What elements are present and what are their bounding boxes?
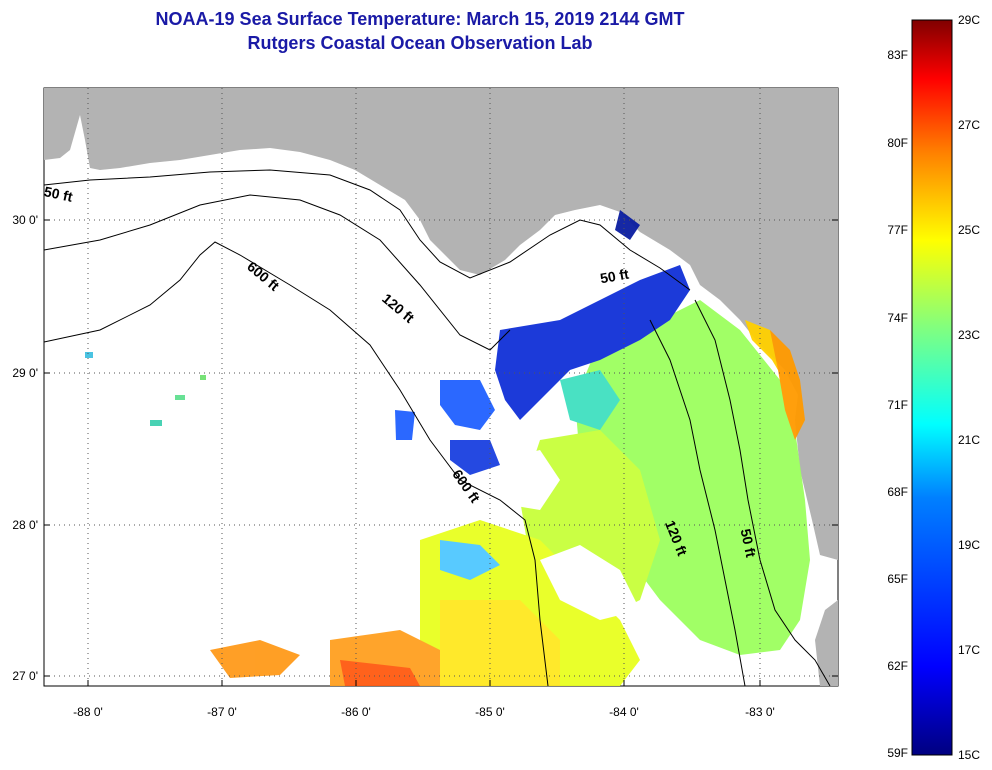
land-mass [44, 88, 838, 560]
axis-ticks [44, 219, 838, 686]
lat-label: 28 0' [12, 518, 38, 532]
sst-field [85, 210, 810, 686]
contour-50ft-west [44, 169, 691, 291]
colorbar-c-label: 27C [958, 118, 981, 132]
contour-50ft-east [694, 299, 831, 686]
colorbar-c-label: 21C [958, 433, 981, 447]
lat-label: 27 0' [12, 669, 38, 683]
colorbar-c-label: 25C [958, 223, 981, 237]
lat-label: 30 0' [12, 213, 38, 227]
colorbar-f-label: 68F [887, 485, 908, 499]
depth-contours [44, 169, 831, 686]
colorbar-c-label: 23C [958, 328, 981, 342]
colorbar-f-label: 77F [887, 223, 908, 237]
colorbar-f-label: 80F [887, 136, 908, 150]
map-title: NOAA-19 Sea Surface Temperature: March 1… [155, 9, 685, 29]
lon-label: -86 0' [341, 705, 371, 719]
lon-label: -84 0' [609, 705, 639, 719]
lon-label: -87 0' [207, 705, 237, 719]
contour-120ft [44, 194, 511, 351]
map-subtitle: Rutgers Coastal Ocean Observation Lab [247, 33, 593, 53]
colorbar-f-label: 74F [887, 311, 908, 325]
colorbar-c-label: 19C [958, 538, 981, 552]
colorbar-c-label: 29C [958, 13, 981, 27]
lat-label: 29 0' [12, 366, 38, 380]
colorbar-c-label: 17C [958, 643, 981, 657]
lon-label: -85 0' [475, 705, 505, 719]
lon-label: -83 0' [745, 705, 775, 719]
colorbar-f-label: 71F [887, 398, 908, 412]
contour-600ft [44, 241, 549, 686]
lon-label: -88 0' [73, 705, 103, 719]
colorbar-f-label: 83F [887, 48, 908, 62]
colorbar-f-label: 59F [887, 746, 908, 760]
colorbar-c-label: 15C [958, 748, 981, 762]
colorbar-f-label: 65F [887, 572, 908, 586]
colorbar-f-label: 62F [887, 659, 908, 673]
contour-120ft-east [649, 319, 746, 686]
colorbar [911, 19, 953, 756]
